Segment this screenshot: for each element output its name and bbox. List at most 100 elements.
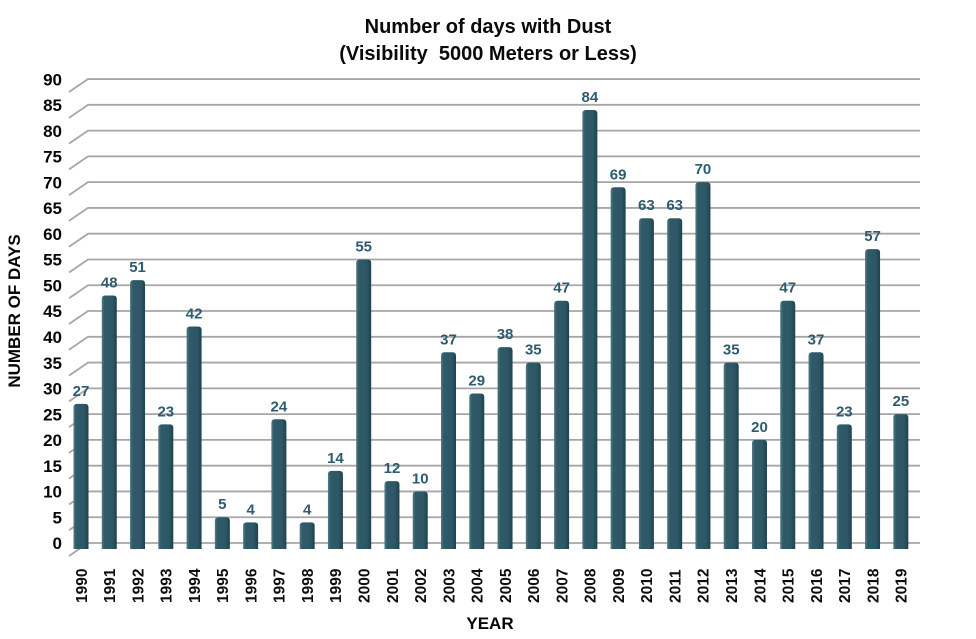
bar: [865, 249, 881, 550]
bar: [441, 352, 457, 549]
bar-value-label: 42: [186, 305, 203, 322]
bar-value-label: 23: [836, 403, 853, 420]
x-tick-label: 2015: [781, 568, 798, 603]
gridline: [68, 78, 920, 93]
bar-value-label: 38: [497, 326, 514, 343]
bar: [101, 295, 117, 549]
bar-value-label: 47: [553, 280, 570, 297]
bar-value-label: 55: [355, 238, 372, 255]
y-tick-label: 65: [43, 199, 62, 218]
bar-value-label: 37: [440, 331, 457, 348]
x-tick-label: 2003: [441, 568, 458, 603]
bar: [780, 300, 796, 549]
gridline: [68, 155, 920, 171]
y-tick-label: 50: [43, 276, 62, 295]
bar: [384, 481, 400, 549]
x-tick-label: 2017: [837, 569, 854, 603]
bar-value-label: 47: [779, 280, 796, 297]
x-tick-label: 1992: [130, 569, 147, 603]
chart-subtitle: (Visibility 5000 Meters or Less): [339, 43, 637, 65]
bar-value-label: 84: [582, 89, 599, 106]
gridline: [68, 181, 920, 196]
bar-value-label: 35: [723, 342, 740, 359]
x-tick-label: 1994: [187, 568, 204, 603]
bar: [893, 414, 909, 549]
bar: [582, 109, 598, 549]
x-axis-tick-labels: 1990 1991 1992 1993 1994 1995 1996 1997 1998 1999…: [74, 568, 911, 603]
bar: [73, 403, 89, 549]
y-tick-label: 90: [43, 70, 62, 89]
bar: [271, 419, 287, 549]
bar: [158, 424, 174, 549]
y-tick-label: 30: [43, 380, 62, 399]
bar-value-label: 25: [892, 393, 909, 410]
bar-value-label: 37: [808, 331, 825, 348]
x-tick-label: 1999: [328, 568, 345, 603]
x-tick-label: 2009: [611, 568, 628, 603]
bar-value-labels: 27 48 51 23 42 5 4 24 4 14 55 12 10 37 29 38 35 47 84 69 63 6…: [73, 89, 910, 518]
bar: [469, 393, 485, 549]
bar-value-label: 4: [303, 501, 312, 518]
y-tick-label: 80: [43, 122, 62, 141]
y-tick-label: 0: [53, 534, 62, 553]
y-tick-label: 55: [43, 251, 62, 270]
bar: [412, 491, 428, 549]
x-tick-label: 2001: [385, 568, 402, 603]
y-tick-label: 70: [43, 173, 62, 192]
y-tick-label: 40: [43, 328, 62, 347]
bar: [327, 470, 343, 549]
bar: [638, 218, 654, 550]
x-tick-label: 2016: [809, 568, 826, 603]
gridline: [68, 129, 920, 145]
bar: [808, 352, 824, 549]
y-axis-title: NUMBER OF DAYS: [5, 234, 24, 387]
y-axis-tick-labels: 0 5 10 15 20 25 30 35 40 45 50 55 60 65 70 75 80 85 90: [43, 70, 62, 553]
bar-value-label: 29: [468, 373, 485, 390]
bar: [186, 326, 202, 549]
bar: [695, 182, 711, 549]
bar-value-label: 70: [695, 161, 712, 178]
bar: [723, 362, 739, 549]
bar: [243, 522, 259, 549]
x-tick-label: 1997: [272, 569, 289, 603]
gridline: [68, 207, 920, 222]
bar-value-label: 35: [525, 342, 542, 359]
y-tick-label: 75: [43, 148, 62, 167]
bar-value-label: 51: [129, 259, 146, 276]
bar: [751, 439, 767, 549]
bar-value-label: 27: [73, 383, 90, 400]
chart-title: Number of days with Dust: [365, 16, 612, 38]
y-tick-label: 35: [43, 354, 62, 373]
x-tick-label: 1995: [215, 568, 232, 603]
y-tick-label: 15: [43, 457, 62, 476]
bar: [525, 362, 541, 549]
x-axis-title: YEAR: [466, 614, 513, 633]
y-tick-label: 25: [43, 405, 62, 424]
x-tick-label: 2019: [894, 568, 911, 603]
x-tick-label: 1990: [74, 569, 91, 603]
x-tick-label: 2010: [639, 569, 656, 603]
bar-value-label: 69: [610, 166, 627, 183]
bar-value-label: 24: [271, 398, 288, 415]
bar-value-label: 4: [246, 501, 255, 518]
x-tick-label: 2014: [752, 568, 769, 603]
y-tick-label: 10: [43, 483, 62, 502]
x-tick-label: 2008: [583, 568, 600, 603]
bar-value-label: 14: [327, 450, 344, 467]
x-tick-label: 2011: [667, 569, 684, 603]
x-tick-label: 2002: [413, 569, 430, 603]
x-tick-label: 1993: [159, 568, 176, 603]
y-tick-label: 45: [43, 302, 62, 321]
x-tick-label: 2013: [724, 568, 741, 603]
bar-value-label: 12: [384, 460, 401, 477]
x-tick-label: 2006: [526, 568, 543, 603]
bar: [214, 517, 230, 549]
bar-value-label: 48: [101, 275, 118, 292]
bar: [667, 218, 683, 550]
bar-value-label: 10: [412, 470, 429, 487]
bar: [356, 259, 372, 549]
bar-value-label: 20: [751, 419, 768, 436]
y-tick-label: 60: [43, 225, 62, 244]
bar: [497, 347, 513, 549]
bar: [836, 424, 852, 549]
